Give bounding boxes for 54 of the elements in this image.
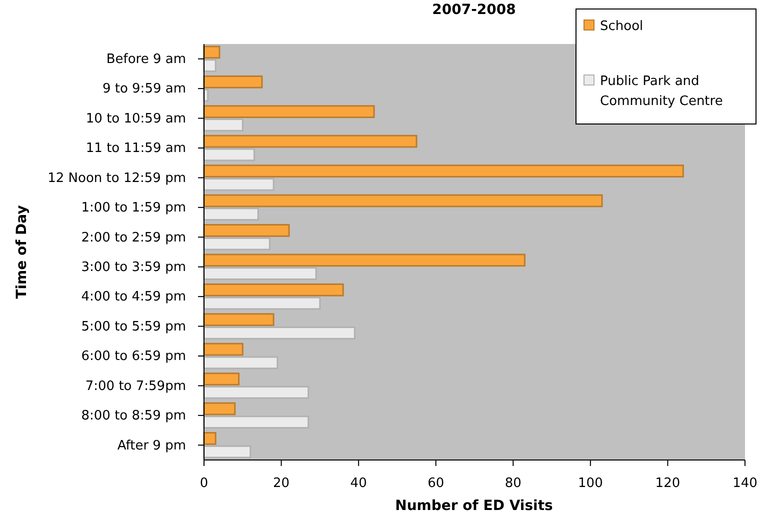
y-tick-label: 7:00 to 7:59pm [85,378,186,394]
bar [203,148,255,162]
bar [203,445,252,458]
x-tick-label: 40 [350,476,367,492]
x-axis-title: Number of ED Visits [395,498,553,514]
bar [203,237,270,250]
bar [203,164,684,178]
bar [203,254,526,267]
y-tick-label: 3:00 to 3:59 pm [81,260,186,276]
y-tick-label: 2:00 to 2:59 pm [81,230,186,246]
x-tick-label: 0 [200,476,208,492]
y-axis-title: Time of Day [14,205,30,299]
bar [203,208,259,221]
bar [203,342,244,356]
bar [203,75,263,88]
x-tick-label: 140 [732,476,758,492]
bar [203,105,375,118]
bar [203,267,317,280]
y-tick-label: 10 to 10:59 am [86,111,186,126]
bar [203,194,603,208]
bar [203,118,244,132]
bar [203,372,240,386]
chart-title: 2007-2008 [432,2,516,18]
y-tick-label: Before 9 am [106,52,186,68]
x-tick-label: 100 [578,476,603,492]
bar [203,402,236,416]
bar [203,432,216,445]
bar [203,356,278,370]
y-tick-label: 5:00 to 5:59 pm [81,319,186,334]
legend-label: Public Park and Community Centre [600,74,723,109]
bar [203,134,418,148]
y-tick-label: 4:00 to 4:59 pm [81,290,186,305]
bar [203,46,220,59]
x-tick-label: 60 [428,476,444,492]
x-tick-label: 80 [504,476,522,492]
bar [203,296,321,310]
bar [203,416,310,429]
bar [203,313,274,326]
legend-label: School [600,19,644,34]
y-tick-label: 12 Noon to 12:59 pm [48,170,186,186]
bar [203,326,356,340]
y-tick-label: 8:00 to 8:59 pm [81,408,186,424]
bar [203,59,216,72]
bar [203,224,290,237]
x-tick-label: 120 [655,476,680,492]
y-tick-label: 11 to 11:59 am [86,141,186,156]
bar [203,178,274,191]
bar [203,283,344,296]
y-tick-label: 1:00 to 1:59 pm [81,200,186,216]
x-tick-label: 20 [273,476,290,492]
bar [203,386,310,399]
y-tick-label: 9 to 9:59 am [102,82,186,97]
y-tick-label: After 9 pm [117,438,186,454]
y-tick-label: 6:00 to 6:59 pm [81,349,186,364]
